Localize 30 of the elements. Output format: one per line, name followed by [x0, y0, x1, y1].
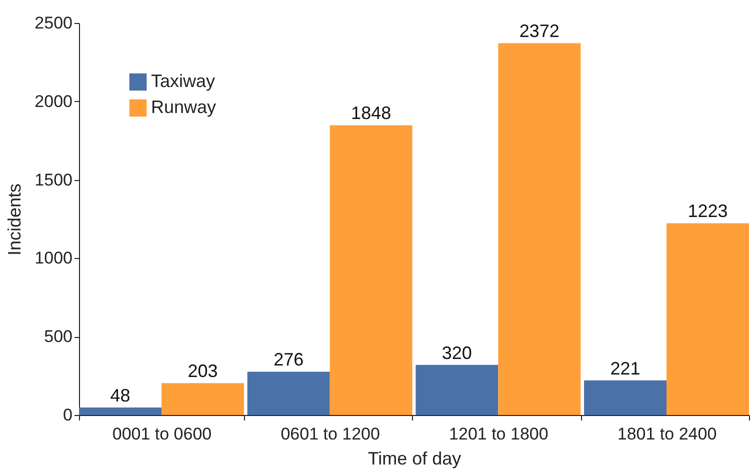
x-tick-label: 0601 to 1200 [280, 424, 380, 444]
data-label: 276 [274, 350, 304, 370]
data-label: 1223 [688, 201, 728, 222]
data-label: 2372 [519, 21, 560, 42]
bar [666, 223, 749, 415]
bar [247, 372, 330, 415]
bar [161, 383, 244, 415]
data-label: 221 [610, 358, 640, 378]
y-tick-label: 1500 [34, 170, 72, 190]
y-tick-label: 1000 [34, 248, 72, 268]
y-tick-label: 500 [44, 327, 72, 346]
bar [416, 364, 498, 415]
y-tick-label: 2000 [34, 92, 72, 111]
x-tick-label: 0001 to 0600 [112, 424, 212, 444]
x-tick-label: 1201 to 1800 [449, 424, 548, 444]
y-tick-label: 2500 [34, 14, 72, 32]
bar [498, 43, 581, 415]
x-axis-title: Time of day [368, 448, 462, 468]
data-label: 203 [188, 361, 218, 382]
bar [79, 407, 162, 415]
x-tick-label: 1801 to 2400 [617, 424, 717, 444]
data-label: 1848 [351, 103, 392, 124]
legend-label: Runway [151, 97, 216, 117]
y-tick-label: 0 [63, 406, 72, 424]
bar [584, 380, 667, 415]
y-axis-title: Incidents [4, 183, 25, 256]
data-label: 320 [442, 342, 472, 363]
bar [330, 125, 412, 415]
data-label: 48 [110, 385, 130, 406]
legend-label: Taxiway [151, 71, 216, 91]
